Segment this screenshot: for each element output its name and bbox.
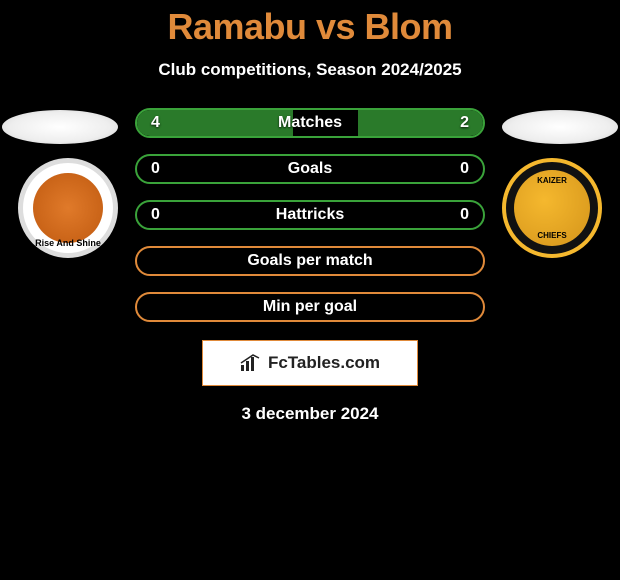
club-badge-left-inner [33, 173, 103, 243]
subtitle: Club competitions, Season 2024/2025 [0, 60, 620, 80]
stat-row-goals: 0 0 Goals [135, 154, 485, 184]
stat-value-left: 4 [151, 114, 160, 132]
stat-label: Matches [278, 114, 342, 132]
player-spot-right [502, 110, 618, 144]
club-badge-right-inner: KAIZER CHIEFS [514, 170, 590, 246]
stat-value-left: 0 [151, 206, 160, 224]
player-spot-left [2, 110, 118, 144]
stat-label: Goals [288, 160, 332, 178]
stat-value-right: 0 [460, 206, 469, 224]
brand-text: FcTables.com [268, 353, 380, 373]
chart-icon [240, 354, 262, 372]
stat-row-min-per-goal: Min per goal [135, 292, 485, 322]
stat-label: Hattricks [276, 206, 344, 224]
date-label: 3 december 2024 [0, 404, 620, 424]
brand-logo[interactable]: FcTables.com [202, 340, 418, 386]
stat-row-goals-per-match: Goals per match [135, 246, 485, 276]
club-motto-left: Rise And Shine [35, 238, 101, 248]
page-title: Ramabu vs Blom [0, 0, 620, 48]
comparison-arena: Rise And Shine KAIZER CHIEFS 42Matches00… [0, 108, 620, 322]
stat-fill-left [137, 110, 293, 136]
stat-value-right: 0 [460, 160, 469, 178]
stat-label: Goals per match [247, 252, 372, 270]
club-badge-left: Rise And Shine [18, 158, 118, 258]
stat-rows: 4 2 Matches 0 0 Goals 0 0 Hattricks Goals per mat… [135, 108, 485, 322]
club-badge-right: KAIZER CHIEFS [502, 158, 602, 258]
stat-label: Min per goal [263, 298, 357, 316]
stat-value-right: 2 [460, 114, 469, 132]
stat-row-hattricks: 0 0 Hattricks [135, 200, 485, 230]
stat-value-left: 0 [151, 160, 160, 178]
stat-row-matches: 4 2 Matches [135, 108, 485, 138]
